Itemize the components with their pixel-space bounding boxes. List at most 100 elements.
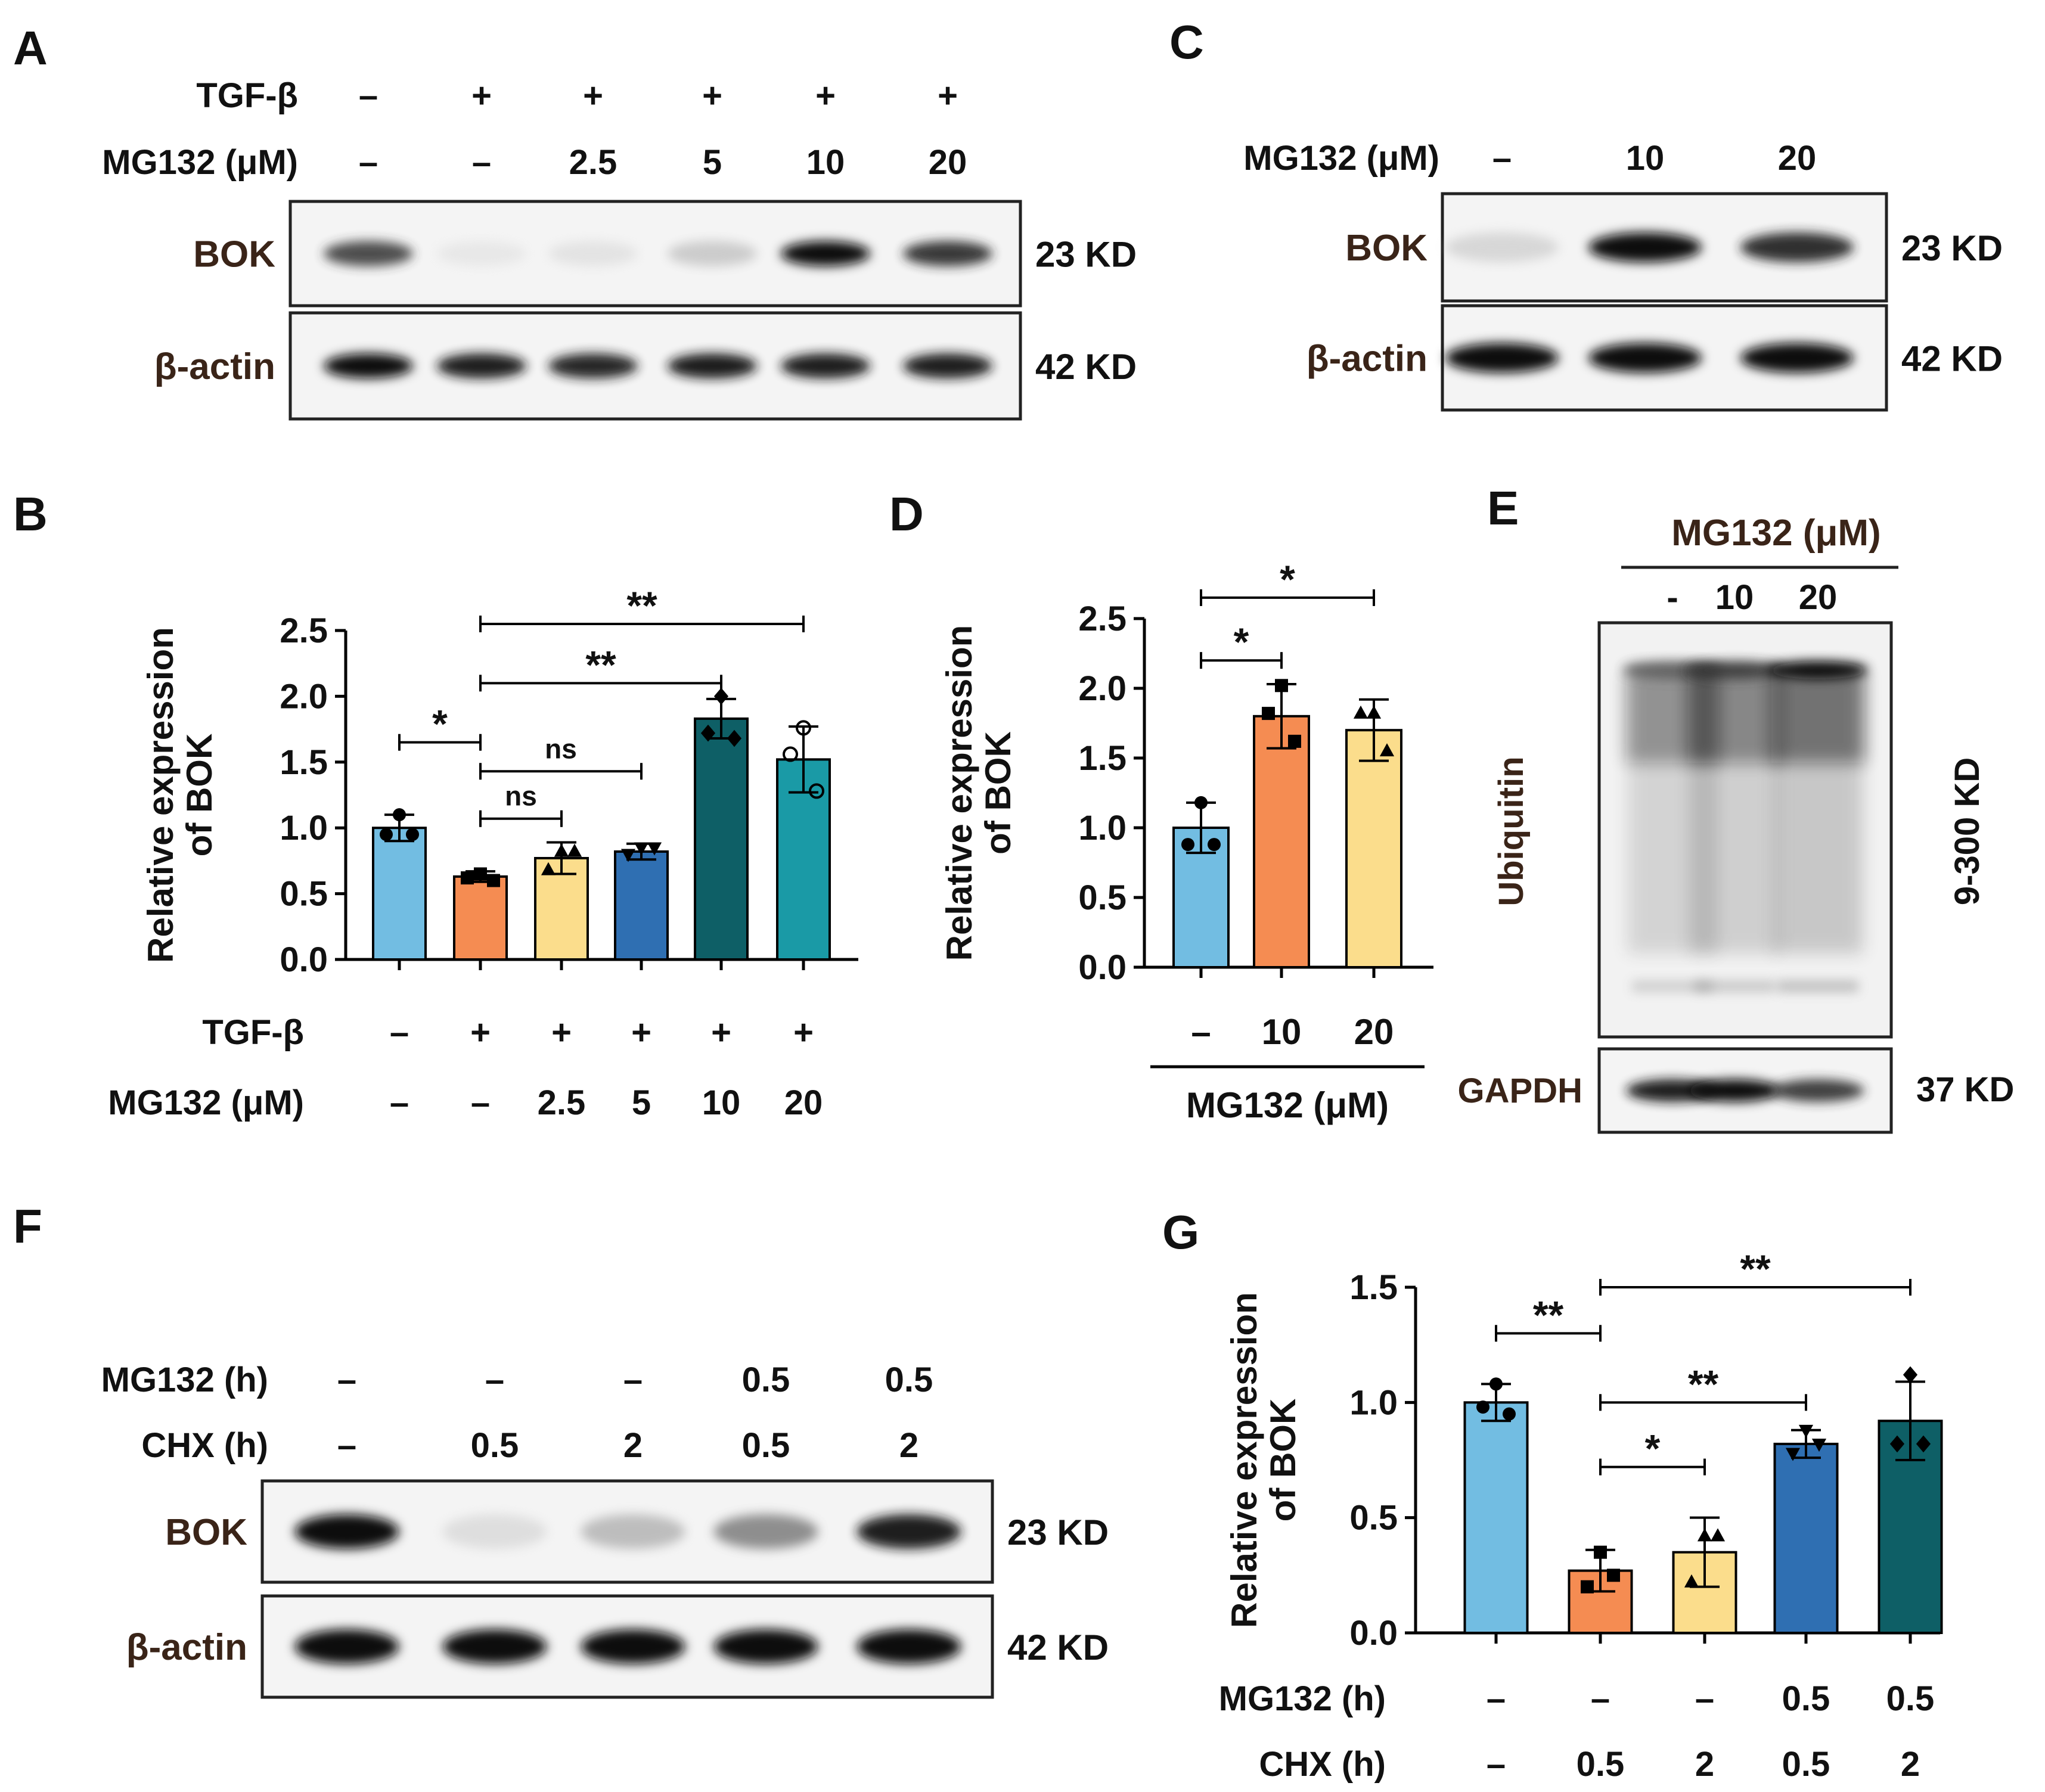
data-point: [1889, 1435, 1905, 1453]
condition-value: –: [1695, 1679, 1714, 1718]
x-tick-label: 20: [1354, 1012, 1394, 1052]
y-tick-label: 2.5: [1078, 600, 1127, 638]
panel-b: B 0.0 0.5 1.0 1.5 2.0 2.5 Relative expressionof…: [13, 487, 858, 1122]
data-point: [1903, 1366, 1918, 1384]
data-point: [1353, 705, 1368, 719]
condition-value: 2: [1695, 1745, 1714, 1784]
protein-band: [713, 1514, 818, 1549]
protein-band: [781, 353, 870, 378]
protein-band: [1588, 232, 1702, 262]
protein-band: [442, 1629, 547, 1664]
ubiquitin-band-top: [1768, 661, 1867, 679]
condition-value: +: [938, 76, 958, 115]
protein-label: GAPDH: [1458, 1072, 1582, 1110]
condition-label: MG132 (h): [1219, 1679, 1386, 1718]
ubiquitin-band-low: [1694, 980, 1775, 992]
data-point: [393, 808, 406, 822]
ubiquitin-band-low: [1632, 980, 1713, 992]
data-point: [461, 871, 474, 885]
x-tick-label: –: [1191, 1012, 1211, 1052]
condition-value: +: [711, 1013, 731, 1052]
data-point: [1476, 1400, 1489, 1414]
protein-label: BOK: [1345, 228, 1428, 269]
y-tick-label: 0.5: [1349, 1499, 1398, 1538]
y-tick-label: 1.5: [1349, 1268, 1398, 1307]
protein-band: [1445, 343, 1559, 373]
protein-band: [437, 241, 526, 266]
data-point: [1594, 1545, 1607, 1559]
condition-value: 5: [703, 143, 722, 182]
protein-label: β-actin: [154, 346, 275, 387]
condition-value: 0.5: [742, 1426, 790, 1465]
y-tick-label: 2.5: [280, 611, 328, 650]
y-tick-label: 1.0: [280, 809, 328, 847]
condition-label: TGF-β: [202, 1013, 304, 1052]
molecular-weight-label: 37 KD: [1916, 1070, 2014, 1109]
condition-value: –: [472, 143, 491, 182]
protein-band: [581, 1629, 685, 1664]
bar: [1773, 1442, 1839, 1635]
condition-value: +: [793, 1013, 814, 1052]
panel-letter: G: [1162, 1206, 1199, 1259]
significance-label: *: [1234, 620, 1249, 664]
data-point: [783, 746, 798, 762]
data-point: [1181, 838, 1194, 852]
protein-band: [1740, 232, 1854, 262]
panel-a: A TGF-β – + + + + + MG132 (μM) – – 2.5 5 10 20 BOK 23 KD…: [13, 21, 1137, 421]
molecular-weight-label: 23 KD: [1007, 1513, 1109, 1552]
y-tick-label: 2.0: [1078, 669, 1127, 708]
condition-label: MG132 (μM): [1243, 139, 1439, 178]
condition-value: –: [1591, 1679, 1610, 1718]
significance-label: *: [432, 702, 448, 746]
lane-label: 20: [1799, 578, 1838, 617]
significance-label: **: [585, 642, 616, 687]
bar: [372, 827, 427, 961]
protein-band: [294, 1514, 399, 1549]
data-point: [541, 862, 556, 875]
y-axis-label: Relative expression: [141, 627, 181, 963]
protein-band: [581, 1514, 685, 1549]
condition-value: 10: [1626, 139, 1665, 178]
condition-label: CHX (h): [141, 1426, 268, 1465]
condition-value: –: [1487, 1679, 1506, 1718]
condition-value: 0.5: [471, 1426, 519, 1465]
condition-label: MG132 (h): [101, 1361, 268, 1399]
molecular-weight-label: 42 KD: [1035, 347, 1137, 387]
condition-value: +: [583, 76, 603, 115]
molecular-weight-label: 42 KD: [1901, 339, 2003, 379]
condition-value: 20: [1778, 139, 1817, 178]
protein-band: [857, 1514, 961, 1549]
data-point: [1366, 705, 1382, 719]
protein-label: BOK: [165, 1512, 247, 1553]
data-point: [647, 842, 662, 856]
bar: [1253, 715, 1310, 969]
y-tick-label: 1.0: [1349, 1383, 1398, 1422]
y-axis-label: of BOK: [978, 731, 1018, 855]
significance-label: *: [1645, 1427, 1661, 1471]
protein-band: [294, 1629, 399, 1664]
loading-band: [1771, 1079, 1864, 1102]
data-point: [1194, 796, 1208, 809]
condition-value: –: [1492, 139, 1512, 178]
significance-label: *: [1280, 557, 1295, 601]
protein-band: [903, 241, 992, 266]
data-point: [809, 783, 824, 799]
x-tick-label: 10: [1262, 1012, 1302, 1052]
protein-band: [437, 353, 526, 378]
condition-value: –: [623, 1361, 643, 1399]
ubiquitin-band-low: [1777, 980, 1858, 992]
condition-value: –: [337, 1361, 356, 1399]
lane-label: -: [1667, 578, 1678, 617]
ubiquitin-smear-top: [1771, 667, 1864, 763]
protein-band: [324, 241, 413, 266]
data-point: [1798, 1424, 1814, 1438]
condition-value: 2.5: [569, 143, 617, 182]
data-point: [713, 688, 729, 705]
molecular-weight-label: 42 KD: [1007, 1628, 1109, 1667]
condition-value: 20: [784, 1083, 823, 1122]
condition-value: –: [390, 1083, 409, 1122]
protein-band: [1740, 343, 1854, 373]
data-point: [1607, 1569, 1620, 1582]
